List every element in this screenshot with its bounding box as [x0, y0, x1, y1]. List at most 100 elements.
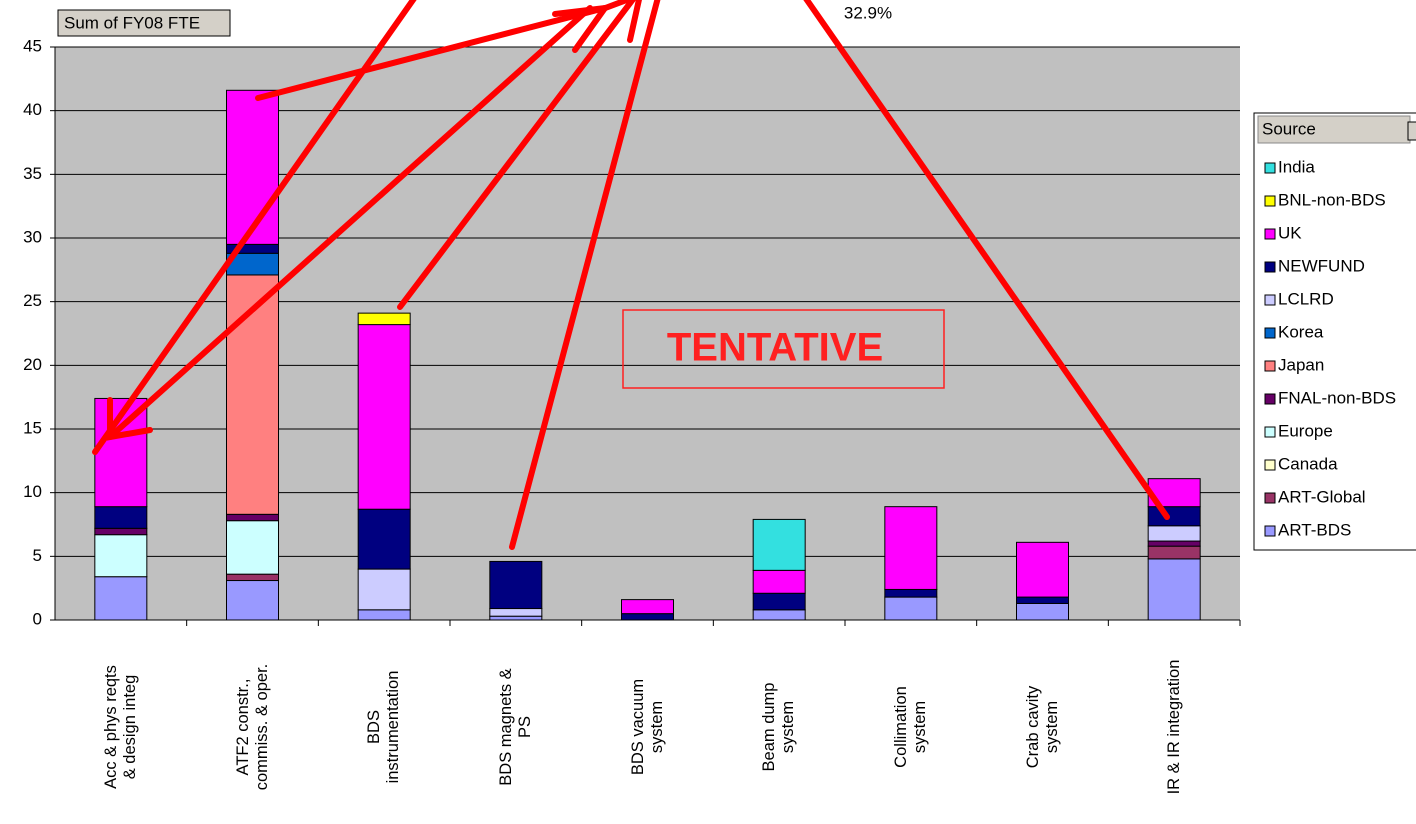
bar-segment — [226, 573, 279, 582]
bar-segment — [621, 613, 674, 621]
arrow — [107, 5, 593, 440]
x-tick-label: Crab cavity system — [1023, 685, 1061, 769]
arrow — [803, 0, 1170, 520]
bar-segment — [226, 580, 279, 621]
x-tick-label: Collimation system — [891, 686, 929, 768]
legend-label: Japan — [1278, 355, 1324, 374]
legend-title: Source — [1262, 119, 1316, 138]
arrow — [397, 0, 637, 310]
bar-segment — [884, 596, 938, 621]
legend-title-button[interactable] — [1257, 115, 1411, 144]
bar-segment — [752, 518, 806, 571]
bar-segment — [752, 609, 806, 621]
bar-segment — [884, 588, 938, 598]
y-tick-label: 25 — [23, 291, 42, 310]
x-tick-label: BDS vacuum system — [628, 678, 666, 776]
field-button[interactable] — [57, 9, 231, 37]
bar-segment — [1147, 525, 1201, 542]
arrow-head — [107, 397, 153, 441]
dropdown-button[interactable] — [1407, 121, 1416, 141]
field-button-label: Sum of FY08 FTE — [64, 13, 200, 32]
bar-segment — [94, 527, 148, 536]
arrow-head — [597, 0, 642, 43]
x-tick-label: IR & IR integration — [1164, 659, 1183, 795]
legend-swatch — [1264, 459, 1276, 471]
arrow — [92, 0, 417, 455]
bar-segment — [94, 576, 148, 621]
legend-swatch — [1264, 327, 1276, 339]
legend-swatch — [1264, 393, 1276, 405]
legend-swatch — [1264, 195, 1276, 207]
legend: ART-BDS ART-Global Canada Europe FNAL-non-BD… — [1264, 157, 1396, 539]
bar-segment — [1016, 602, 1069, 621]
legend-label: BNL-non-BDS — [1278, 190, 1386, 209]
legend-swatch — [1264, 162, 1276, 174]
y-tick-label: 30 — [23, 227, 42, 246]
y-tick-label: 5 — [33, 546, 42, 565]
bar-segment — [94, 534, 148, 578]
arrows — [92, 0, 1170, 550]
legend-swatch — [1264, 525, 1276, 537]
y-tick-label: 40 — [23, 100, 42, 119]
legend-label: ART-Global — [1278, 487, 1366, 506]
bar-segment — [94, 506, 148, 529]
annotation: TENTATIVE — [667, 326, 883, 370]
bar-segment — [357, 312, 411, 326]
y-tick-label: 0 — [33, 609, 42, 628]
x-tick-label: ATF2 constr., commiss. & oper. — [233, 663, 271, 791]
legend-label: Canada — [1278, 454, 1338, 473]
bar-segment — [489, 560, 543, 610]
y-tick-label: 35 — [23, 164, 42, 183]
x-tick-label: BDS magnets & PS — [496, 668, 534, 786]
annotation-box — [622, 309, 945, 389]
legend-label: FNAL-non-BDS — [1278, 388, 1396, 407]
legend-swatch — [1264, 294, 1276, 306]
bar-segment — [226, 274, 279, 515]
bars — [94, 89, 1201, 621]
legend-swatch — [1264, 426, 1276, 438]
legend-swatch — [1264, 360, 1276, 372]
legend-swatch — [1264, 492, 1276, 504]
bar-segment — [1147, 558, 1201, 621]
y-tick-label: 10 — [23, 482, 42, 501]
bar-segment — [357, 609, 411, 621]
bar-segment — [226, 513, 279, 522]
legend-box — [1253, 112, 1416, 551]
bar-segment — [357, 568, 411, 611]
y-tick-label: 45 — [23, 36, 42, 55]
arrow — [509, 0, 661, 550]
legend-label: NEWFUND — [1278, 256, 1365, 275]
x-tick-label: Acc & phys reqts & design integ — [101, 665, 139, 789]
bar-segment — [884, 506, 938, 590]
legend-label: UK — [1278, 223, 1302, 242]
chart-title: 32.9% — [844, 3, 892, 22]
legend-label: Korea — [1278, 322, 1324, 341]
bar-segment — [226, 520, 279, 575]
bar-segment — [621, 599, 674, 615]
y-tick-label: 15 — [23, 418, 42, 437]
legend-swatch — [1264, 228, 1276, 240]
bar-segment — [489, 608, 543, 617]
legend-label: India — [1278, 157, 1315, 176]
bar-segment — [1016, 541, 1069, 598]
legend-label: ART-BDS — [1278, 520, 1351, 539]
overlay-patch — [350, 0, 1170, 46]
bar-segment — [489, 615, 543, 621]
bar-segment — [357, 324, 411, 510]
legend-swatch — [1264, 261, 1276, 273]
bar-segment — [1147, 506, 1201, 527]
legend-label: LCLRD — [1278, 289, 1334, 308]
bar-segment — [1147, 540, 1201, 547]
bar-segment — [752, 569, 806, 594]
bar-segment — [1147, 545, 1201, 560]
x-tick-label: Beam dump system — [760, 682, 798, 772]
y-tick-label: 20 — [23, 355, 42, 374]
bar-segment — [357, 508, 411, 570]
bar-segment — [752, 592, 806, 611]
arrow — [255, 5, 608, 101]
bar-segment — [1016, 596, 1069, 604]
x-tick-label: BDS instrumentation — [365, 670, 403, 784]
bar-segment — [226, 89, 279, 245]
